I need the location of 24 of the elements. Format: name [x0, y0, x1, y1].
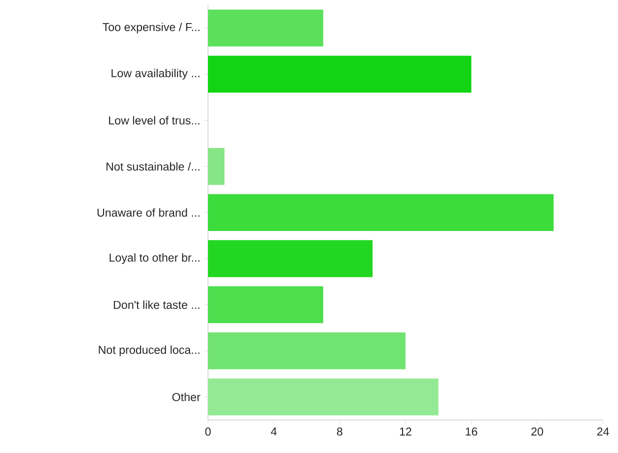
x-tick-label: 12	[400, 428, 412, 436]
y-tick-label: Too expensive / F...	[102, 22, 200, 34]
y-tick-label: Low availability ...	[112, 68, 200, 80]
x-tick-label: 8	[336, 428, 342, 436]
x-tick-label: 0	[205, 428, 211, 436]
y-tick-label: Not produced loca...	[98, 346, 200, 356]
y-tick-label: Other	[172, 392, 200, 402]
x-tick-label: 16	[466, 428, 478, 436]
y-tick-label: Not sustainable /...	[106, 162, 200, 171]
bar	[208, 286, 324, 324]
bar	[208, 56, 472, 93]
bar	[208, 378, 438, 416]
y-tick-label: Loyal to other br...	[110, 253, 200, 264]
y-tick-label: Unaware of brand ...	[98, 208, 200, 217]
bar	[208, 194, 554, 231]
x-tick-label: 24	[597, 428, 610, 436]
y-tick-label: Low level of trus...	[109, 116, 200, 124]
bar	[208, 148, 224, 185]
x-tick-label: 20	[531, 428, 544, 436]
y-tick-label: Don't like taste ...	[114, 300, 200, 309]
bar	[208, 240, 373, 278]
bar	[208, 10, 324, 47]
x-tick-label: 4	[270, 428, 277, 436]
bar	[208, 332, 406, 370]
